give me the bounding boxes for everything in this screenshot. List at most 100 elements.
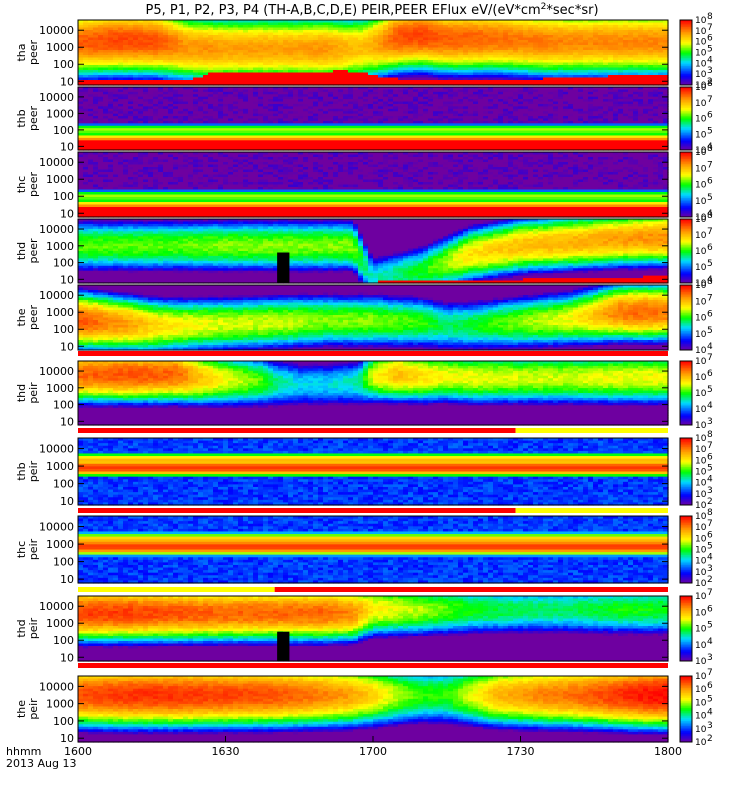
y-tick-label: 10000 [39,156,74,169]
heatmap-cells [78,285,669,351]
figure-title: P5, P1, P2, P3, P4 (TH-A,B,C,D,E) PEIR,P… [145,2,598,18]
separator-bar-segment [516,508,668,513]
separator-bar-segment [78,663,668,668]
svg-text:10: 10 [695,59,707,69]
y-tick-label: 10 [60,207,74,220]
heatmap-cells [78,87,669,151]
y-tick-label: 10000 [39,443,74,456]
separator-bar-segment [78,351,668,356]
panel-label-instrument: peer [27,305,40,331]
svg-text:10: 10 [695,49,707,59]
y-tick-label: 100 [53,556,74,569]
y-tick-label: 10000 [39,680,74,693]
y-tick-label: 1000 [46,240,74,253]
svg-text:10: 10 [695,70,707,80]
panel-label-instrument: peir [27,617,40,639]
heatmap-cells [78,219,669,284]
panel-label-instrument: peer [27,106,40,132]
svg-text:10: 10 [695,38,707,48]
y-tick-label: 10 [60,273,74,286]
y-tick-label: 10000 [39,24,74,37]
heatmap-cells [78,361,669,426]
separator-bar-segment [516,428,668,433]
y-tick-label: 100 [53,58,74,71]
svg-text:6: 6 [707,34,713,44]
separator-bar-segment [78,587,275,592]
heatmap-cells [78,676,669,743]
svg-text:7: 7 [707,23,713,33]
y-tick-label: 1000 [46,306,74,319]
y-tick-label: 100 [53,257,74,270]
svg-text:8: 8 [707,12,713,22]
y-tick-label: 10 [60,732,74,745]
y-tick-label: 100 [53,124,74,137]
panel-label-instrument: peer [27,172,40,198]
data-gap [277,632,289,661]
y-tick-label: 10 [60,340,74,353]
y-tick-label: 1000 [46,173,74,186]
panel-label-instrument: peir [27,460,40,482]
x-tick-label: 1800 [654,745,682,758]
panel-label-instrument: peir [27,698,40,720]
svg-text:10: 10 [695,16,707,26]
heatmap-cells [78,152,669,218]
y-tick-label: 10000 [39,365,74,378]
panel-label-instrument: peer [27,238,40,264]
y-tick-label: 10 [60,495,74,508]
y-tick-label: 100 [53,399,74,412]
separator-bar-segment [78,508,516,513]
y-tick-label: 10 [60,573,74,586]
separator-bar-segment [275,587,668,592]
data-gap [277,253,289,283]
heatmap-cells [78,438,669,506]
x-axis-label-date: 2013 Aug 13 [6,757,76,770]
y-tick-label: 10 [60,75,74,88]
x-tick-label: 1730 [507,745,535,758]
svg-text:5: 5 [707,45,713,55]
y-tick-label: 10000 [39,289,74,302]
y-tick-label: 10000 [39,521,74,534]
y-tick-label: 10 [60,140,74,153]
y-tick-label: 100 [53,190,74,203]
panel-label-instrument: peer [27,40,40,66]
panel-label-instrument: peir [27,382,40,404]
y-tick-label: 1000 [46,538,74,551]
heatmap-cells [78,516,669,584]
y-tick-label: 1000 [46,617,74,630]
svg-text:3: 3 [707,66,713,76]
svg-text:10: 10 [695,27,707,37]
svg-text:4: 4 [707,55,713,65]
y-tick-label: 100 [53,478,74,491]
y-tick-label: 100 [53,634,74,647]
y-tick-label: 10000 [39,223,74,236]
y-tick-label: 1000 [46,41,74,54]
y-tick-label: 10000 [39,600,74,613]
y-tick-label: 10000 [39,91,74,104]
y-tick-label: 100 [53,715,74,728]
y-tick-label: 1000 [46,382,74,395]
x-tick-label: 1630 [212,745,240,758]
y-tick-label: 10 [60,415,74,428]
separator-bar-segment [78,428,516,433]
heatmap-cells [78,20,669,86]
y-tick-label: 1000 [46,460,74,473]
y-tick-label: 100 [53,323,74,336]
y-tick-label: 10 [60,651,74,664]
panel-label-instrument: peir [27,538,40,560]
